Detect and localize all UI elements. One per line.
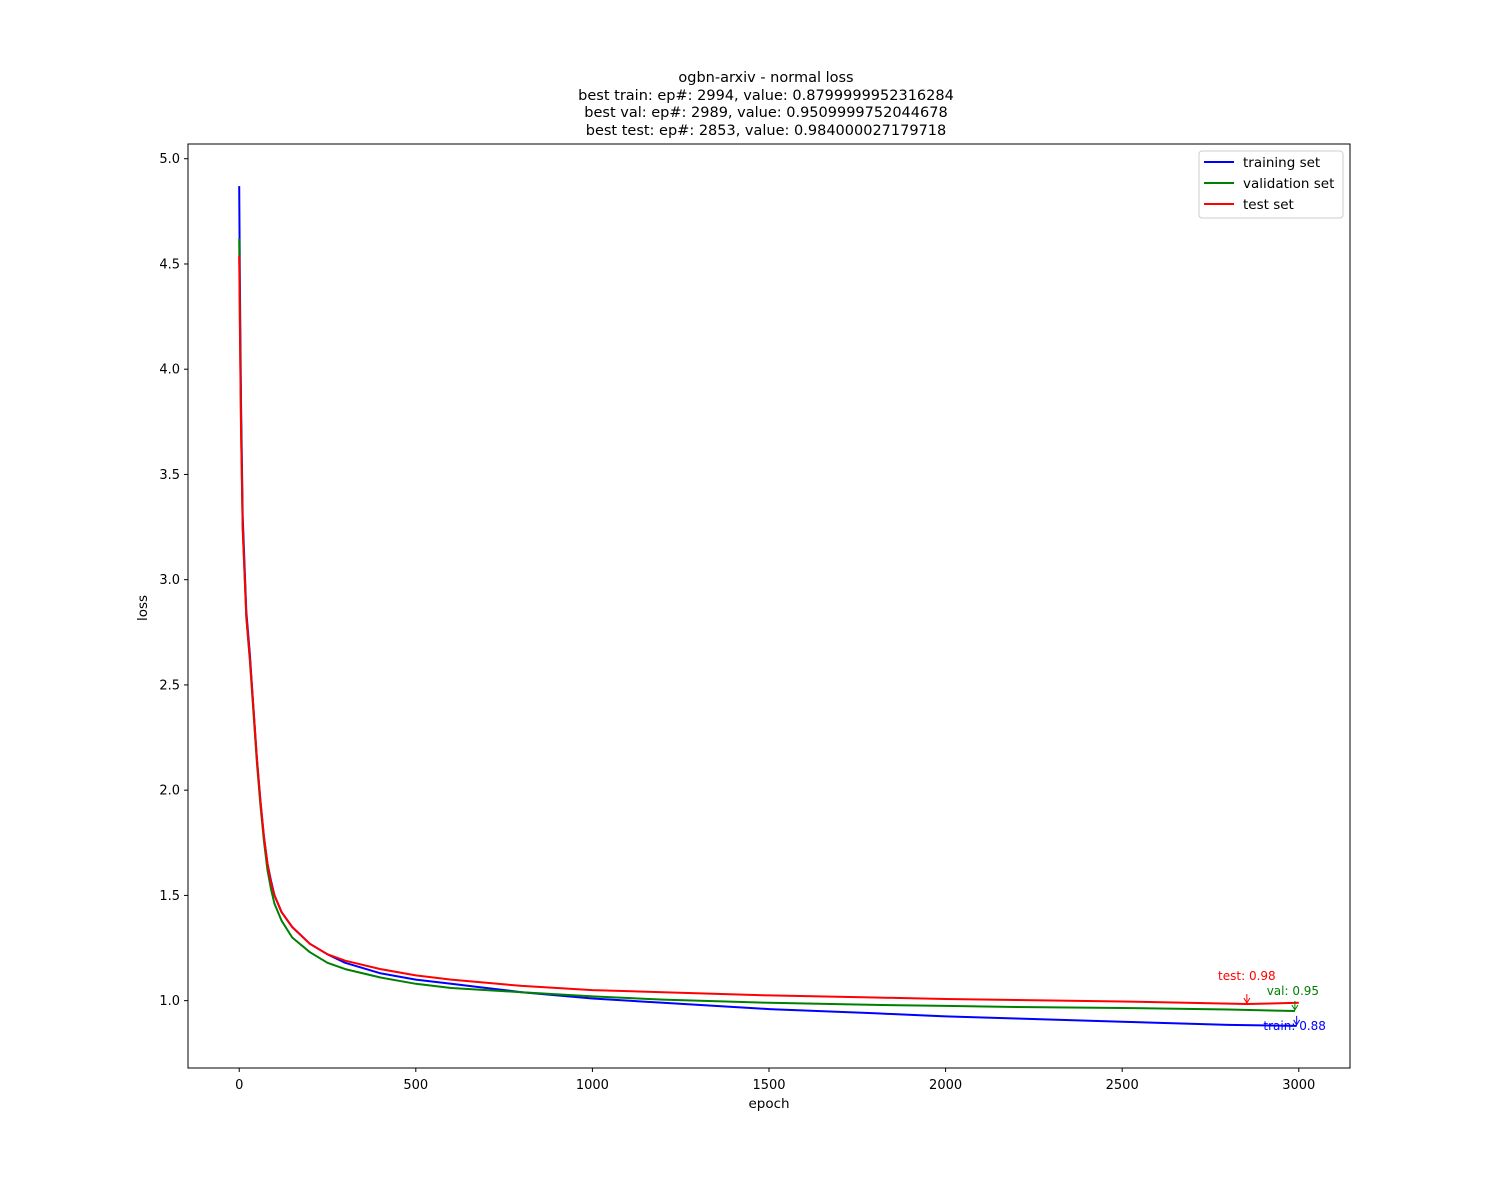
y-tick-label: 5.0 <box>159 152 180 167</box>
y-tick-label: 3.5 <box>159 468 180 483</box>
y-axis-label: loss <box>135 595 151 621</box>
x-tick-label: 1000 <box>576 1078 609 1093</box>
y-tick-label: 3.0 <box>159 573 180 588</box>
x-axis-ticks: 0 500 1000 1500 2000 2500 3000 <box>235 1068 1315 1093</box>
y-tick-label: 4.0 <box>159 363 180 378</box>
title-line-4: best test: ep#: 2853, value: 0.984000027… <box>586 123 947 139</box>
legend-box <box>1198 150 1344 219</box>
y-tick-label: 4.5 <box>159 257 180 272</box>
annotation-label: test: 0.98 <box>1218 969 1276 983</box>
legend-label: training set <box>1243 155 1320 171</box>
x-tick-label: 500 <box>403 1078 428 1093</box>
y-tick-label: 2.0 <box>159 784 180 799</box>
x-tick-label: 2500 <box>1106 1078 1139 1093</box>
annotation-label: train: 0.88 <box>1263 1019 1326 1033</box>
title-line-1: ogbn-arxiv - normal loss <box>678 70 853 86</box>
y-tick-label: 2.5 <box>159 678 180 693</box>
plot-series-group <box>238 186 1299 1027</box>
x-tick-label: 2000 <box>929 1078 962 1093</box>
series-line-2 <box>238 255 1299 1005</box>
title-line-2: best train: ep#: 2994, value: 0.87999999… <box>578 88 954 104</box>
legend-label: test set <box>1243 197 1294 213</box>
annotation-arrowhead <box>1291 1004 1299 1011</box>
y-tick-label: 1.5 <box>159 889 180 904</box>
y-tick-label: 1.0 <box>159 994 180 1009</box>
x-axis-label: epoch <box>748 1096 789 1112</box>
annotation-arrowhead <box>1293 1019 1301 1026</box>
annotation-arrowhead <box>1243 997 1251 1004</box>
annotation-label: val: 0.95 <box>1267 984 1319 998</box>
title-line-3: best val: ep#: 2989, value: 0.9509999752… <box>584 105 947 121</box>
legend-label: validation set <box>1243 176 1334 192</box>
chart-title: ogbn-arxiv - normal loss best train: ep#… <box>578 70 954 139</box>
legend: training set validation set test set <box>1198 150 1344 219</box>
y-axis-ticks: 1.0 1.5 2.0 2.5 3.0 3.5 4.0 4.5 5.0 <box>159 152 188 1009</box>
x-tick-label: 0 <box>235 1078 243 1093</box>
x-tick-label: 1500 <box>752 1078 785 1093</box>
x-tick-label: 3000 <box>1282 1078 1315 1093</box>
